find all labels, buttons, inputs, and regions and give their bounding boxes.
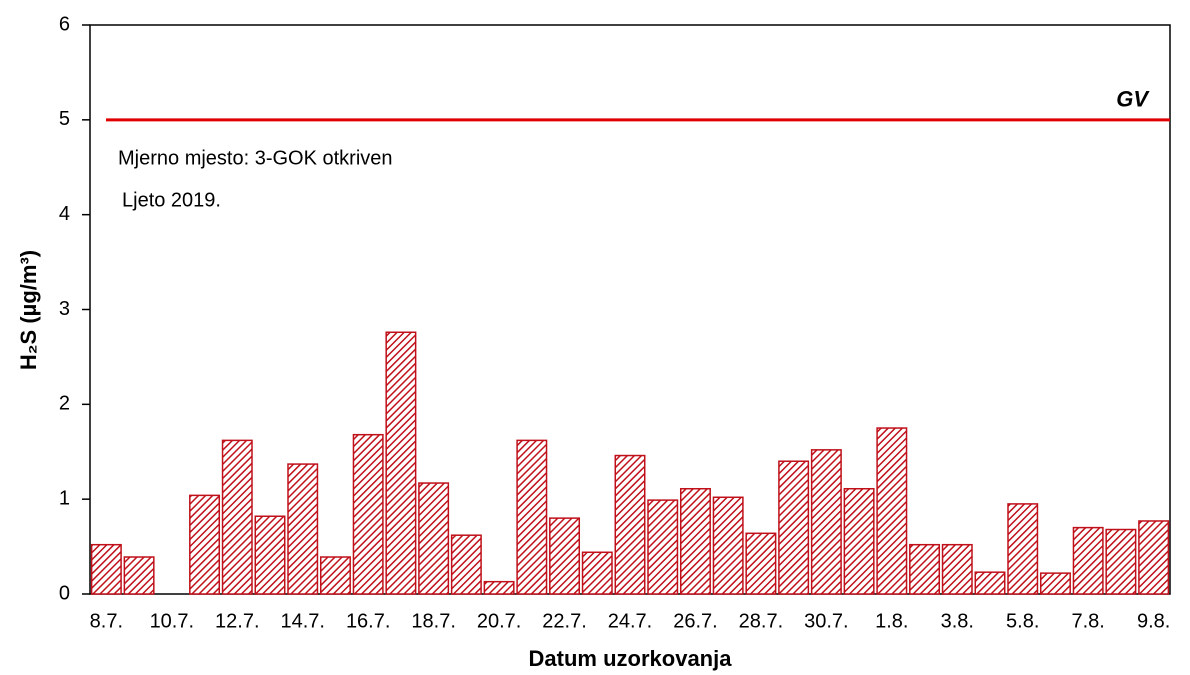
x-tick-label: 10.7. [150,610,194,632]
bar [1105,528,1137,595]
bar [941,543,973,595]
x-tick-label: 30.7. [804,610,848,632]
bar [319,556,351,595]
bar [385,331,417,595]
y-tick-label: 3 [59,298,70,320]
bar [876,427,908,595]
bar [1007,503,1039,595]
x-tick-label: 26.7. [673,610,717,632]
x-tick-label: 18.7. [411,610,455,632]
bar [483,580,515,595]
reference-label: GV [1116,87,1150,112]
bar [287,463,319,595]
bar [581,551,613,595]
bar [90,543,122,595]
bar [1039,572,1071,595]
bar [352,433,384,595]
bar [254,515,286,595]
bar [745,532,777,595]
bar [778,460,810,595]
annotation: Ljeto 2019. [122,189,221,211]
bar [1072,526,1104,595]
y-tick-label: 0 [59,582,70,604]
x-tick-label: 16.7. [346,610,390,632]
y-axis-title: H₂S (µg/m³) [16,250,41,370]
x-tick-label: 14.7. [280,610,324,632]
x-tick-label: 8.7. [90,610,123,632]
x-axis-title: Datum uzorkovanja [529,646,733,671]
x-tick-label: 9.8. [1137,610,1170,632]
bar [614,454,646,595]
bar [549,517,581,595]
y-tick-label: 1 [59,487,70,509]
bar [843,487,875,595]
y-tick-label: 6 [59,13,70,35]
bar [810,449,842,595]
x-tick-label: 1.8. [875,610,908,632]
bar [909,543,941,595]
y-tick-label: 2 [59,393,70,415]
x-tick-label: 7.8. [1072,610,1105,632]
bar [418,482,450,595]
bar [450,534,482,595]
bar [712,496,744,595]
bar [516,439,548,595]
x-tick-label: 22.7. [542,610,586,632]
bar [679,487,711,595]
bar [1138,520,1170,595]
bar [189,494,221,595]
x-tick-label: 24.7. [608,610,652,632]
y-tick-label: 4 [59,203,70,225]
x-tick-label: 3.8. [941,610,974,632]
x-tick-label: 12.7. [215,610,259,632]
x-tick-label: 20.7. [477,610,521,632]
x-tick-label: 5.8. [1006,610,1039,632]
bar [123,556,155,595]
bar [974,571,1006,595]
x-tick-label: 28.7. [739,610,783,632]
y-tick-label: 5 [59,108,70,130]
bar [221,439,253,595]
bar [647,499,679,595]
annotation: Mjerno mjesto: 3-GOK otkriven [118,147,393,169]
